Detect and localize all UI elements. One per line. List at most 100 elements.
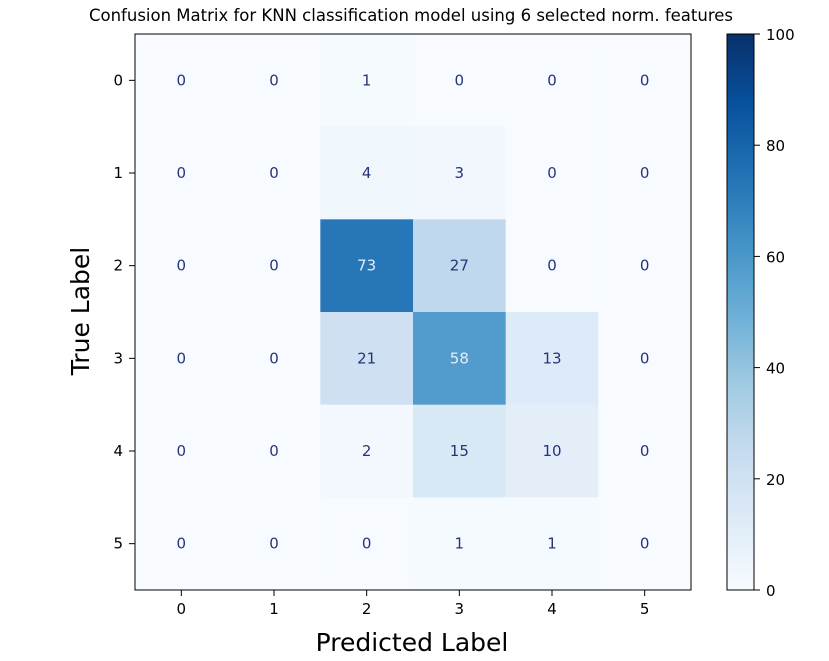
- cell-value-label: 0: [640, 71, 650, 89]
- y-tick-label: 0: [113, 71, 123, 89]
- heatmap-cell-r5-c0: [135, 497, 229, 591]
- cell-value-label: 0: [362, 535, 372, 553]
- cell-value-label: 10: [542, 442, 561, 460]
- x-tick-label: 5: [640, 600, 650, 618]
- heatmap-cell-r1-c0: [135, 126, 229, 220]
- heatmap-cell-r4-c2: [320, 404, 414, 498]
- cell-value-label: 0: [177, 71, 187, 89]
- heatmap-cell-r0-c4: [505, 34, 599, 128]
- cell-value-label: 0: [269, 164, 279, 182]
- heatmap-cell-r0-c1: [227, 34, 321, 128]
- cell-value-label: 0: [177, 349, 187, 367]
- colorbar-tick-label: 100: [766, 26, 795, 44]
- cell-value-label: 21: [357, 349, 376, 367]
- cell-value-label: 27: [450, 257, 469, 275]
- cell-value-label: 0: [177, 164, 187, 182]
- heatmap-cell-labels: 0 0 1 0 0 00 0 4 3 0 00 0 73 27 0 00 0 21 58 13 00 0 2 15 10 00 0 0…: [177, 71, 650, 552]
- x-tick-label: 1: [269, 600, 279, 618]
- cell-value-label: 1: [547, 535, 557, 553]
- x-tick-label: 2: [362, 600, 372, 618]
- cell-value-label: 0: [640, 257, 650, 275]
- cell-value-label: 4: [362, 164, 372, 182]
- cell-value-label: 0: [547, 257, 557, 275]
- x-axis-label: Predicted Label: [316, 628, 509, 657]
- colorbar-tick-label: 60: [766, 248, 785, 266]
- heatmap-cell-r0-c5: [598, 34, 692, 128]
- heatmap-cells: [135, 34, 692, 591]
- heatmap-cell-r2-c5: [598, 219, 692, 313]
- cell-value-label: 58: [450, 349, 469, 367]
- cell-value-label: 0: [547, 164, 557, 182]
- heatmap-cell-r1-c1: [227, 126, 321, 220]
- cell-value-label: 15: [450, 442, 469, 460]
- cell-value-label: 0: [640, 442, 650, 460]
- colorbar-tick-label: 20: [766, 471, 785, 489]
- heatmap-cell-r4-c4: [505, 404, 599, 498]
- colorbar-tick-label: 80: [766, 137, 785, 155]
- heatmap-cell-r3-c4: [505, 312, 599, 406]
- cell-value-label: 0: [269, 71, 279, 89]
- y-axis-ticks: 0 1 2 3 4 5: [113, 71, 135, 553]
- cell-value-label: 0: [177, 535, 187, 553]
- heatmap-cell-r2-c0: [135, 219, 229, 313]
- y-tick-label: 5: [113, 535, 123, 553]
- cell-value-label: 0: [269, 442, 279, 460]
- heatmap-cell-r4-c1: [227, 404, 321, 498]
- heatmap-cell-r3-c3: [413, 312, 507, 406]
- y-tick-label: 2: [113, 257, 123, 275]
- heatmap-cell-r2-c1: [227, 219, 321, 313]
- cell-value-label: 0: [640, 349, 650, 367]
- cell-value-label: 0: [269, 349, 279, 367]
- cell-value-label: 0: [640, 164, 650, 182]
- heatmap-cell-r1-c3: [413, 126, 507, 220]
- colorbar: [726, 33, 755, 591]
- heatmap-cell-r4-c3: [413, 404, 507, 498]
- cell-value-label: 0: [177, 442, 187, 460]
- x-tick-label: 3: [455, 600, 465, 618]
- heatmap-cell-r2-c4: [505, 219, 599, 313]
- plot-frame: [134, 33, 692, 591]
- cell-value-label: 0: [455, 71, 465, 89]
- cell-value-label: 2: [362, 442, 372, 460]
- chart-title: Confusion Matrix for KNN classification …: [89, 6, 733, 25]
- heatmap-cell-r3-c1: [227, 312, 321, 406]
- y-axis-label: True Label: [66, 247, 95, 377]
- x-tick-label: 0: [177, 600, 187, 618]
- y-tick-label: 3: [113, 349, 123, 367]
- heatmap-cell-r1-c4: [505, 126, 599, 220]
- colorbar-ticks: 0 20 40 60 80 100: [754, 26, 795, 600]
- heatmap-cell-r2-c3: [413, 219, 507, 313]
- heatmap-cell-r3-c2: [320, 312, 414, 406]
- x-axis-ticks: 0 1 2 3 4 5: [177, 590, 650, 618]
- heatmap-cell-r0-c3: [413, 34, 507, 128]
- heatmap-cell-r1-c5: [598, 126, 692, 220]
- heatmap-cell-r5-c4: [505, 497, 599, 591]
- heatmap-cell-r0-c0: [135, 34, 229, 128]
- cell-value-label: 0: [177, 257, 187, 275]
- heatmap-cell-r5-c2: [320, 497, 414, 591]
- x-tick-label: 4: [547, 600, 557, 618]
- heatmap-cell-r5-c5: [598, 497, 692, 591]
- y-tick-label: 4: [113, 442, 123, 460]
- cell-value-label: 0: [547, 71, 557, 89]
- heatmap-cell-r2-c2: [320, 219, 414, 313]
- heatmap-cell-r4-c0: [135, 404, 229, 498]
- heatmap-cell-r1-c2: [320, 126, 414, 220]
- heatmap-cell-r5-c3: [413, 497, 507, 591]
- cell-value-label: 73: [357, 257, 376, 275]
- heatmap-cell-r4-c5: [598, 404, 692, 498]
- heatmap-cell-r3-c5: [598, 312, 692, 406]
- cell-value-label: 0: [269, 257, 279, 275]
- cell-value-label: 1: [455, 535, 465, 553]
- cell-value-label: 3: [455, 164, 465, 182]
- cell-value-label: 1: [362, 71, 372, 89]
- heatmap-cell-r3-c0: [135, 312, 229, 406]
- cell-value-label: 13: [542, 349, 561, 367]
- y-tick-label: 1: [113, 164, 123, 182]
- colorbar-tick-label: 40: [766, 360, 785, 378]
- cell-value-label: 0: [640, 535, 650, 553]
- colorbar-tick-label: 0: [766, 582, 776, 600]
- heatmap-cell-r0-c2: [320, 34, 414, 128]
- heatmap-cell-r5-c1: [227, 497, 321, 591]
